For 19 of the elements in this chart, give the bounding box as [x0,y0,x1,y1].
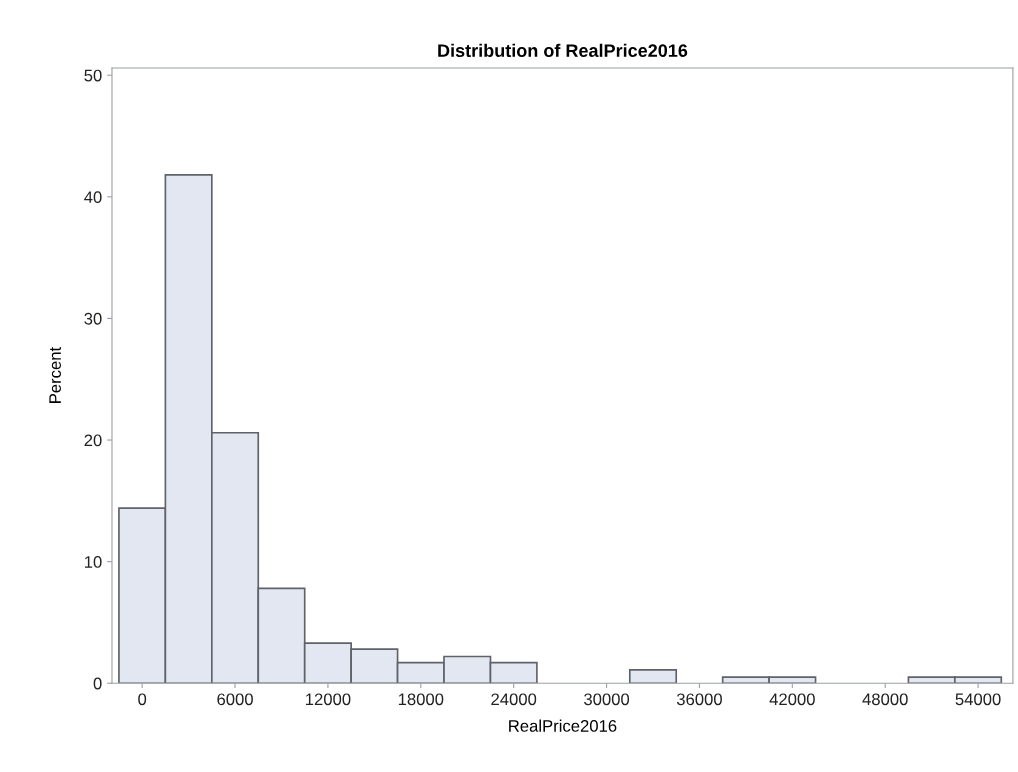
x-tick-label: 36000 [676,693,722,706]
y-tick-label: 30 [84,312,102,325]
x-tick-label: 54000 [955,693,1001,706]
y-axis-title: Percent [49,346,61,403]
x-tick-label: 18000 [398,693,444,706]
x-axis-title: RealPrice2016 [509,719,617,732]
chart-title: Distribution of RealPrice2016 [438,43,688,57]
y-tick-label: 50 [84,69,102,82]
y-tick-label: 20 [84,434,102,447]
x-tick-label: 42000 [769,693,815,706]
x-tick-label: 48000 [862,693,908,706]
x-tick-label: 6000 [217,693,253,706]
y-tick-label: 10 [84,556,102,568]
y-tick-label: 40 [84,191,102,204]
x-tick-label: 12000 [306,693,351,706]
x-tick-label: 30000 [584,693,630,706]
x-tick-label: 0 [138,693,147,706]
x-tick-label: 24000 [491,693,537,706]
y-tick-label: 0 [93,677,102,690]
